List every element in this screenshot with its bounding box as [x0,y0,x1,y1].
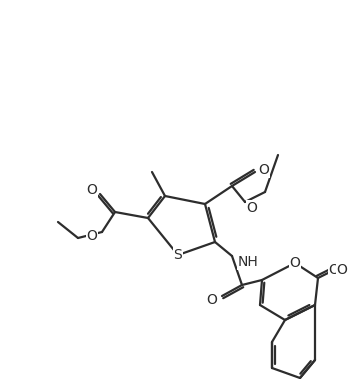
Text: O: O [86,229,98,243]
Text: O: O [289,256,301,270]
Text: O: O [289,256,301,270]
Text: O: O [258,163,269,177]
Text: NH: NH [238,255,258,269]
Text: O: O [258,163,269,177]
Text: S: S [174,248,183,262]
Text: NH: NH [238,255,258,269]
Text: O: O [337,263,347,277]
Text: O: O [86,183,98,197]
Text: O: O [207,293,217,307]
Text: O: O [86,229,98,243]
Text: O: O [247,201,257,215]
Text: O: O [207,293,217,307]
Text: O: O [247,201,257,215]
Text: S: S [174,248,183,262]
Text: O: O [337,263,347,277]
Text: O: O [86,183,98,197]
Text: O: O [329,263,339,277]
